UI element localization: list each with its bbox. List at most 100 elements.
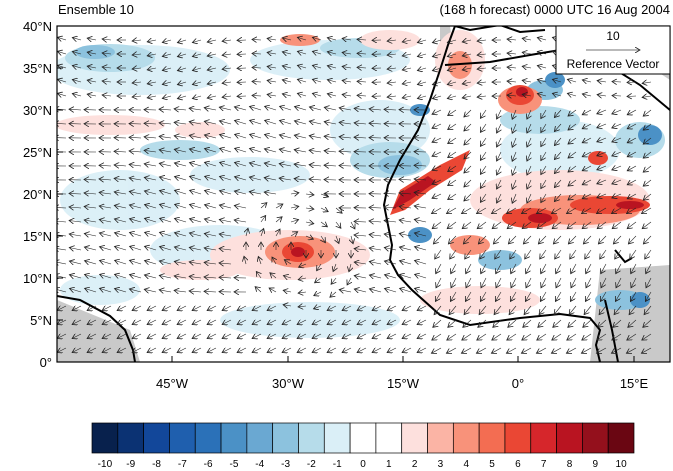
colorbar-label: -1	[333, 459, 342, 470]
wind-vector	[321, 235, 325, 243]
wind-vector	[415, 288, 427, 292]
wind-vector	[282, 94, 292, 96]
lat-label: 5°N	[30, 313, 52, 328]
wind-vector	[102, 39, 112, 40]
colorbar-swatch	[246, 422, 274, 454]
wind-vector	[252, 67, 262, 68]
wind-vector	[261, 216, 266, 223]
wind-vector	[436, 277, 442, 288]
wind-vector	[132, 348, 142, 353]
wind-vector	[357, 67, 367, 68]
colorbar-label: 2	[412, 459, 418, 470]
wind-vector	[387, 82, 397, 83]
wind-vector	[512, 137, 516, 147]
wind-vector	[512, 109, 516, 119]
wind-vector	[192, 54, 202, 57]
wind-vector	[177, 334, 187, 339]
wind-vector	[282, 38, 292, 40]
wind-vector	[480, 291, 487, 301]
wind-vector	[568, 151, 577, 158]
wind-vector	[129, 178, 142, 180]
wind-vector	[339, 122, 352, 124]
reference-vector-box: 10 Reference Vector	[555, 25, 671, 75]
wind-vector	[449, 305, 457, 315]
wind-vector	[342, 306, 352, 311]
wind-vector	[314, 292, 322, 296]
wind-vector	[129, 137, 142, 138]
wind-vector	[267, 348, 277, 353]
wind-vector	[115, 274, 127, 278]
wind-vector	[554, 305, 562, 315]
wind-vector	[282, 52, 292, 54]
wind-vector	[372, 334, 382, 339]
wind-vector	[189, 135, 202, 138]
wind-vector	[205, 205, 217, 208]
wind-vector	[615, 249, 622, 259]
wind-vector	[327, 38, 337, 40]
wind-vector	[414, 179, 427, 180]
wind-vector	[597, 194, 607, 198]
wind-vector	[387, 68, 397, 69]
colorbar-label: -10	[98, 459, 113, 470]
wind-vector	[447, 68, 457, 71]
wind-vector	[642, 221, 652, 229]
wind-vector	[541, 193, 547, 203]
wind-vector	[512, 151, 516, 161]
colorbar-swatch	[143, 422, 170, 454]
wind-vector	[162, 54, 172, 56]
wind-vector	[448, 109, 457, 116]
wind-vector	[190, 205, 202, 209]
wind-vector	[282, 348, 292, 353]
wind-vector	[252, 348, 262, 353]
wind-vector	[327, 348, 337, 353]
wind-vector	[384, 248, 397, 251]
wind-vector	[582, 152, 592, 157]
wind-vector	[385, 275, 397, 278]
wind-vector	[417, 82, 427, 85]
wind-vector	[207, 54, 217, 56]
wind-vector	[219, 205, 232, 208]
wind-vector	[462, 54, 472, 56]
wind-vector	[357, 348, 367, 353]
wind-vector	[357, 95, 367, 96]
wind-vector	[130, 233, 142, 237]
wind-vector	[448, 151, 457, 158]
wind-vector	[312, 334, 322, 339]
wind-vector	[351, 235, 353, 244]
wind-vector	[129, 289, 142, 292]
wind-vector	[99, 233, 112, 236]
wind-vector	[190, 163, 202, 166]
wind-vector	[432, 40, 442, 43]
wind-vector	[584, 305, 592, 315]
wind-vector	[641, 347, 652, 353]
wind-vector	[207, 320, 217, 325]
wind-vector	[159, 123, 172, 124]
wind-vector	[114, 205, 127, 208]
wind-vector	[569, 305, 577, 315]
wind-vector	[234, 107, 247, 110]
wind-vector	[114, 178, 127, 180]
wind-vector	[102, 334, 112, 339]
colorbar-swatch	[169, 422, 196, 454]
wind-vector	[541, 165, 547, 175]
wind-vector	[451, 263, 457, 274]
wind-vector	[387, 96, 397, 97]
wind-vector	[612, 124, 622, 128]
colorbar-swatch	[194, 422, 222, 454]
wind-vector	[279, 149, 292, 152]
wind-vector	[612, 96, 622, 97]
wind-vector	[252, 95, 262, 96]
wind-vector	[327, 80, 337, 82]
wind-vector	[57, 275, 67, 278]
wind-vector	[601, 263, 607, 274]
colorbar-label: 1	[386, 459, 392, 470]
wind-vector	[432, 194, 442, 198]
wind-vector	[192, 306, 202, 311]
wind-vector	[480, 193, 487, 202]
wind-vector	[568, 109, 577, 116]
wind-vector	[597, 166, 607, 170]
wind-vector	[462, 207, 472, 214]
wind-vector	[537, 207, 547, 214]
wind-vector	[324, 165, 337, 166]
wind-vector	[509, 305, 517, 315]
